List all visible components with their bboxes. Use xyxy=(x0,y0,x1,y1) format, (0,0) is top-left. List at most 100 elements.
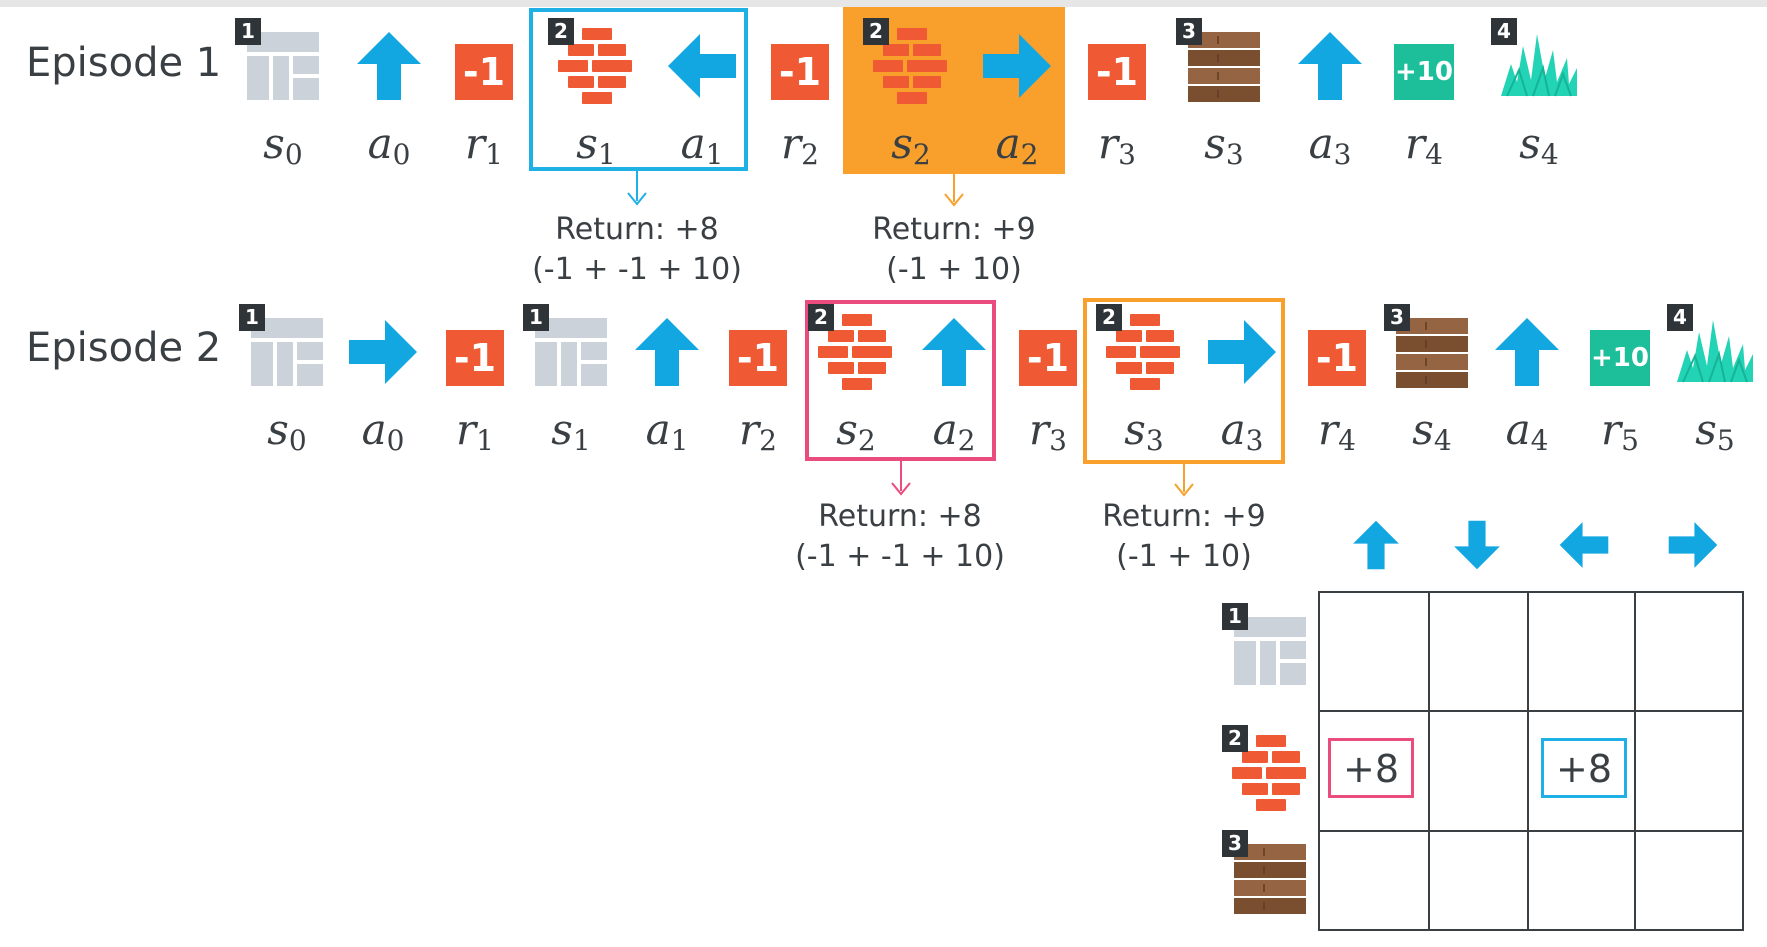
episode-2-return-1-arrow xyxy=(891,461,911,496)
episode-1-reward-r1: -1 r1 xyxy=(436,24,532,180)
wood-tile-icon xyxy=(1188,32,1260,102)
action-icon-holder xyxy=(660,24,744,108)
reward-icon-holder: -1 xyxy=(716,310,800,394)
episode-2-state-s1: 1 s1 xyxy=(523,304,619,466)
state-symbol: s1 xyxy=(576,119,616,171)
episode-1-highlight-s1-a1 xyxy=(529,8,748,171)
q-value-s2-left: +8 xyxy=(1541,738,1627,798)
wall-tile-icon xyxy=(247,32,319,100)
episode-2-return-2: Return: +9 (-1 + 10) xyxy=(1054,497,1314,577)
episode-1-return-1: Return: +8 (-1 + -1 + 10) xyxy=(507,210,767,290)
up-arrow-icon xyxy=(357,32,421,100)
action-icon-holder xyxy=(347,24,431,108)
episode-1-action-a1: a1 xyxy=(654,24,750,180)
return-sum: (-1 + -1 + 10) xyxy=(532,252,742,287)
episode-2-state-s3: 2 s3 xyxy=(1096,304,1192,466)
action-icon-holder xyxy=(1288,24,1372,108)
reward-value-badge: -1 xyxy=(455,44,513,100)
state-number-badge: 4 xyxy=(1667,304,1693,331)
episode-1-action-a0: a0 xyxy=(341,24,437,180)
state-symbol: s0 xyxy=(267,405,307,457)
reward-value-badge: -1 xyxy=(1308,330,1366,386)
return-label: Return: +8 xyxy=(555,212,719,247)
episode-1-title: Episode 1 xyxy=(26,40,222,86)
brick-tile-icon xyxy=(873,28,947,104)
action-icon-holder xyxy=(1485,310,1569,394)
return-label: Return: +9 xyxy=(1102,499,1266,534)
action-icon-holder xyxy=(975,24,1059,108)
state-symbol: s1 xyxy=(551,405,591,457)
state-number-badge: 1 xyxy=(1222,603,1248,630)
reward-icon-holder: +10 xyxy=(1578,310,1662,394)
action-icon-holder xyxy=(1200,310,1284,394)
episode-2-reward-r5: +10 r5 xyxy=(1572,310,1668,466)
episode-2-action-a2: a2 xyxy=(906,310,1002,466)
brick-tile-icon xyxy=(818,314,892,390)
episode-2-state-s2: 2 s2 xyxy=(808,304,904,466)
episode-2-highlight-s3-a3 xyxy=(1083,298,1285,464)
q-table-row-state-2: 2 xyxy=(1222,725,1312,815)
episode-2-highlight-s2-a2 xyxy=(805,300,996,461)
episode-1-action-a2: a2 xyxy=(969,24,1065,180)
reward-symbol: r4 xyxy=(1405,119,1443,171)
q-table-column-up xyxy=(1346,515,1406,575)
action-symbol: a1 xyxy=(645,405,689,457)
action-symbol: a0 xyxy=(361,405,405,457)
brick-tile-icon xyxy=(1106,314,1180,390)
return-sum: (-1 + 10) xyxy=(886,252,1022,287)
q-table-row-state-3: 3 xyxy=(1222,830,1312,920)
episode-2-action-a3: a3 xyxy=(1194,310,1290,466)
episode-1-reward-r3: -1 r3 xyxy=(1069,24,1165,180)
grass-tile-icon xyxy=(1501,34,1577,97)
state-number-badge: 1 xyxy=(235,18,261,45)
reward-icon-holder: -1 xyxy=(442,24,526,108)
state-number-badge: 3 xyxy=(1222,830,1248,857)
reward-icon-holder: -1 xyxy=(1075,24,1159,108)
left-arrow-icon xyxy=(668,34,736,98)
action-symbol: a1 xyxy=(680,119,724,171)
reward-icon-holder: -1 xyxy=(1006,310,1090,394)
state-symbol: s4 xyxy=(1412,405,1452,457)
state-number-badge: 4 xyxy=(1491,18,1517,45)
episode-2-action-a0: a0 xyxy=(335,310,431,466)
state-number-badge: 3 xyxy=(1176,18,1202,45)
reward-value-badge: +10 xyxy=(1590,330,1650,386)
state-number-badge: 2 xyxy=(1222,725,1248,752)
q-table: +8 +8 xyxy=(1318,591,1744,931)
episode-2-state-s0: 1 s0 xyxy=(239,304,335,466)
episode-2-state-s4: 3 s4 xyxy=(1384,304,1480,466)
brick-tile-icon xyxy=(558,28,632,104)
action-icon-holder xyxy=(912,310,996,394)
state-symbol: s2 xyxy=(891,119,931,171)
reward-value-badge: -1 xyxy=(1088,44,1146,100)
q-table-column-left xyxy=(1554,515,1614,575)
action-symbol: a4 xyxy=(1505,405,1549,457)
episode-1-state-s4: 4 s4 xyxy=(1491,18,1587,180)
return-label: Return: +9 xyxy=(872,212,1036,247)
q-table-row-state-1: 1 xyxy=(1222,603,1312,693)
up-arrow-icon xyxy=(922,318,986,386)
state-number-badge: 2 xyxy=(1096,304,1122,331)
q-table-column-down xyxy=(1447,515,1507,575)
state-icon-holder: 2 xyxy=(863,18,953,108)
episode-2-return-1: Return: +8 (-1 + -1 + 10) xyxy=(770,497,1030,577)
state-icon-holder: 2 xyxy=(548,18,638,108)
down-arrow-icon xyxy=(1454,520,1500,570)
return-sum: (-1 + -1 + 10) xyxy=(795,539,1005,574)
episode-1-return-2-arrow xyxy=(944,174,964,207)
episode-1-action-a3: a3 xyxy=(1282,24,1378,180)
episode-2-action-a4: a4 xyxy=(1479,310,1575,466)
state-number-badge: 2 xyxy=(863,18,889,45)
reward-value-badge: -1 xyxy=(446,330,504,386)
state-icon-holder: 3 xyxy=(1176,18,1266,108)
state-symbol: s2 xyxy=(836,405,876,457)
left-arrow-icon xyxy=(1559,522,1609,568)
action-symbol: a2 xyxy=(995,119,1039,171)
reward-icon-holder: -1 xyxy=(1295,310,1379,394)
reward-symbol: r2 xyxy=(781,119,819,171)
episode-2-reward-r1: -1 r1 xyxy=(427,310,523,466)
return-label: Return: +8 xyxy=(818,499,982,534)
episode-1-return-1-arrow xyxy=(627,171,647,206)
right-arrow-icon xyxy=(1208,320,1276,384)
right-arrow-icon xyxy=(1668,522,1718,568)
